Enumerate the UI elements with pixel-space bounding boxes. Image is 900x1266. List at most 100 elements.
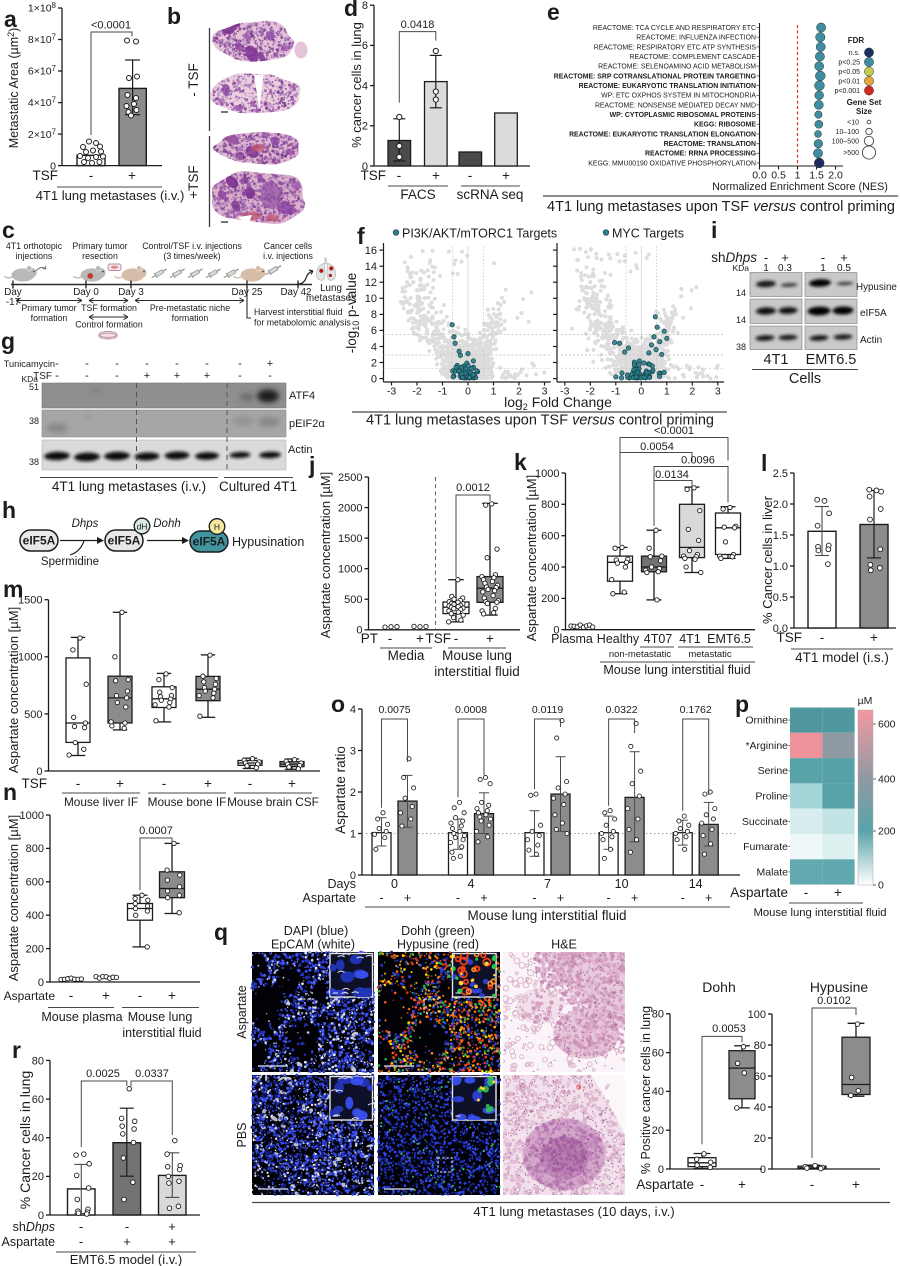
svg-text:+: + bbox=[116, 776, 124, 791]
svg-text:2.0: 2.0 bbox=[828, 170, 843, 182]
svg-text:2: 2 bbox=[350, 787, 356, 799]
svg-text:-: - bbox=[76, 776, 81, 791]
svg-text:0: 0 bbox=[638, 386, 644, 398]
svg-text:WP: ETC OXPHOS SYSTEM IN MITOC: WP: ETC OXPHOS SYSTEM IN MITOCHONDRIA bbox=[601, 93, 756, 100]
svg-text:-: - bbox=[268, 370, 272, 382]
svg-text:1000: 1000 bbox=[338, 564, 362, 576]
svg-text:4×107: 4×107 bbox=[28, 96, 57, 110]
svg-text:-: - bbox=[125, 1219, 129, 1234]
svg-text:H&E: H&E bbox=[551, 938, 577, 952]
svg-text:Serine: Serine bbox=[758, 765, 789, 777]
svg-text:interstitial fluid: interstitial fluid bbox=[122, 1026, 201, 1040]
svg-text:-: - bbox=[205, 358, 209, 370]
svg-text:TSF: TSF bbox=[426, 631, 452, 646]
svg-text:0.5: 0.5 bbox=[771, 170, 786, 182]
svg-text:PI3K/AKT/mTORC1 Targets: PI3K/AKT/mTORC1 Targets bbox=[402, 227, 557, 241]
svg-text:-2: -2 bbox=[586, 386, 595, 398]
svg-text:resection: resection bbox=[82, 251, 118, 261]
svg-text:Aspartate: Aspartate bbox=[636, 1177, 694, 1192]
svg-text:Mouse liver IF: Mouse liver IF bbox=[64, 795, 138, 809]
svg-text:+TSF: +TSF bbox=[186, 165, 201, 198]
svg-text:-: - bbox=[115, 370, 119, 382]
svg-text:Mouse lung: Mouse lung bbox=[442, 648, 512, 663]
svg-text:Control/TSF i.v. injections: Control/TSF i.v. injections bbox=[142, 241, 242, 251]
svg-text:+: + bbox=[404, 891, 411, 905]
svg-text:1000: 1000 bbox=[535, 468, 559, 480]
svg-text:1.5: 1.5 bbox=[809, 170, 824, 182]
svg-text:b: b bbox=[167, 3, 181, 29]
svg-text:100–500: 100–500 bbox=[832, 139, 859, 146]
svg-text:-3: -3 bbox=[387, 386, 396, 398]
svg-text:+: + bbox=[204, 776, 212, 791]
svg-text:500: 500 bbox=[24, 709, 42, 721]
svg-text:1500: 1500 bbox=[18, 595, 42, 607]
svg-text:600: 600 bbox=[878, 719, 896, 731]
svg-text:+: + bbox=[502, 168, 510, 183]
svg-text:Aspartate: Aspartate bbox=[235, 985, 249, 1039]
svg-text:scRNA seq: scRNA seq bbox=[457, 187, 524, 202]
svg-text:60: 60 bbox=[32, 1094, 44, 1106]
svg-text:0.0053: 0.0053 bbox=[712, 1023, 746, 1035]
svg-text:Day 0: Day 0 bbox=[73, 287, 99, 298]
svg-text:% cancer cells in lung: % cancer cells in lung bbox=[349, 22, 364, 148]
svg-text:Mouse plasma: Mouse plasma bbox=[41, 1010, 122, 1024]
svg-text:TSF: TSF bbox=[22, 776, 48, 791]
svg-text:-1: -1 bbox=[611, 386, 620, 398]
svg-text:Malate: Malate bbox=[756, 866, 788, 878]
svg-text:+: + bbox=[128, 168, 136, 183]
svg-text:eIF5A: eIF5A bbox=[193, 535, 226, 549]
svg-text:(3 times/week): (3 times/week) bbox=[163, 251, 220, 261]
svg-text:4T07: 4T07 bbox=[644, 632, 673, 646]
svg-text:-: - bbox=[55, 358, 59, 370]
svg-text:0.0102: 0.0102 bbox=[817, 995, 851, 1007]
svg-text:KEGG: RIBOSOME: KEGG: RIBOSOME bbox=[694, 122, 756, 129]
svg-text:4: 4 bbox=[468, 877, 475, 891]
svg-text:1×108: 1×108 bbox=[28, 1, 57, 15]
svg-text:80: 80 bbox=[32, 1055, 44, 1067]
svg-text:2000: 2000 bbox=[338, 502, 362, 514]
svg-text:+: + bbox=[852, 1177, 860, 1192]
svg-text:-: - bbox=[248, 776, 253, 791]
svg-text:100: 100 bbox=[748, 1009, 766, 1021]
svg-text:Mouse bone IF: Mouse bone IF bbox=[148, 795, 227, 809]
svg-text:0.0119: 0.0119 bbox=[532, 704, 563, 716]
svg-text:1.0: 1.0 bbox=[773, 561, 788, 573]
svg-text:20: 20 bbox=[754, 1133, 766, 1145]
svg-text:-: - bbox=[454, 631, 459, 646]
svg-text:3: 3 bbox=[350, 745, 356, 757]
svg-text:0.0007: 0.0007 bbox=[139, 825, 173, 837]
svg-text:Day: Day bbox=[4, 287, 22, 298]
svg-text:+: + bbox=[705, 891, 712, 905]
svg-text:0.0134: 0.0134 bbox=[655, 469, 689, 481]
svg-text:20: 20 bbox=[652, 1125, 664, 1137]
svg-text:4T1 orthotopic: 4T1 orthotopic bbox=[6, 241, 63, 251]
svg-text:0.0: 0.0 bbox=[773, 623, 788, 635]
svg-text:p<0.25: p<0.25 bbox=[838, 60, 860, 67]
svg-text:Hypusine: Hypusine bbox=[856, 282, 897, 293]
svg-text:+: + bbox=[870, 630, 878, 645]
svg-text:Hypusination: Hypusination bbox=[232, 535, 304, 549]
svg-text:% Cancer cells in lung: % Cancer cells in lung bbox=[17, 1071, 33, 1210]
svg-text:for metabolomic analysis: for metabolomic analysis bbox=[254, 318, 351, 328]
svg-text:4T1 lung metastases (i.v.): 4T1 lung metastases (i.v.) bbox=[36, 188, 185, 203]
svg-text:KDa: KDa bbox=[732, 263, 749, 273]
svg-text:Hypusine: Hypusine bbox=[810, 979, 869, 995]
svg-text:+: + bbox=[432, 168, 440, 183]
svg-text:TSF: TSF bbox=[33, 371, 52, 382]
svg-text:n: n bbox=[3, 779, 17, 805]
svg-text:0: 0 bbox=[760, 1164, 766, 1176]
svg-text:+: + bbox=[631, 891, 638, 905]
svg-text:8: 8 bbox=[371, 309, 377, 321]
svg-text:14: 14 bbox=[689, 877, 703, 891]
svg-text:MYC Targets: MYC Targets bbox=[612, 227, 684, 241]
svg-text:m: m bbox=[3, 576, 23, 602]
svg-text:EMT6.5: EMT6.5 bbox=[707, 632, 751, 646]
svg-text:6: 6 bbox=[371, 325, 377, 337]
svg-text:7: 7 bbox=[544, 877, 551, 891]
svg-text:+: + bbox=[840, 250, 848, 265]
svg-text:-: - bbox=[700, 1177, 705, 1192]
svg-text:Succinate: Succinate bbox=[742, 816, 788, 828]
svg-text:0.0008: 0.0008 bbox=[455, 704, 487, 716]
svg-text:-: - bbox=[388, 631, 393, 646]
svg-text:Media: Media bbox=[388, 648, 425, 663]
